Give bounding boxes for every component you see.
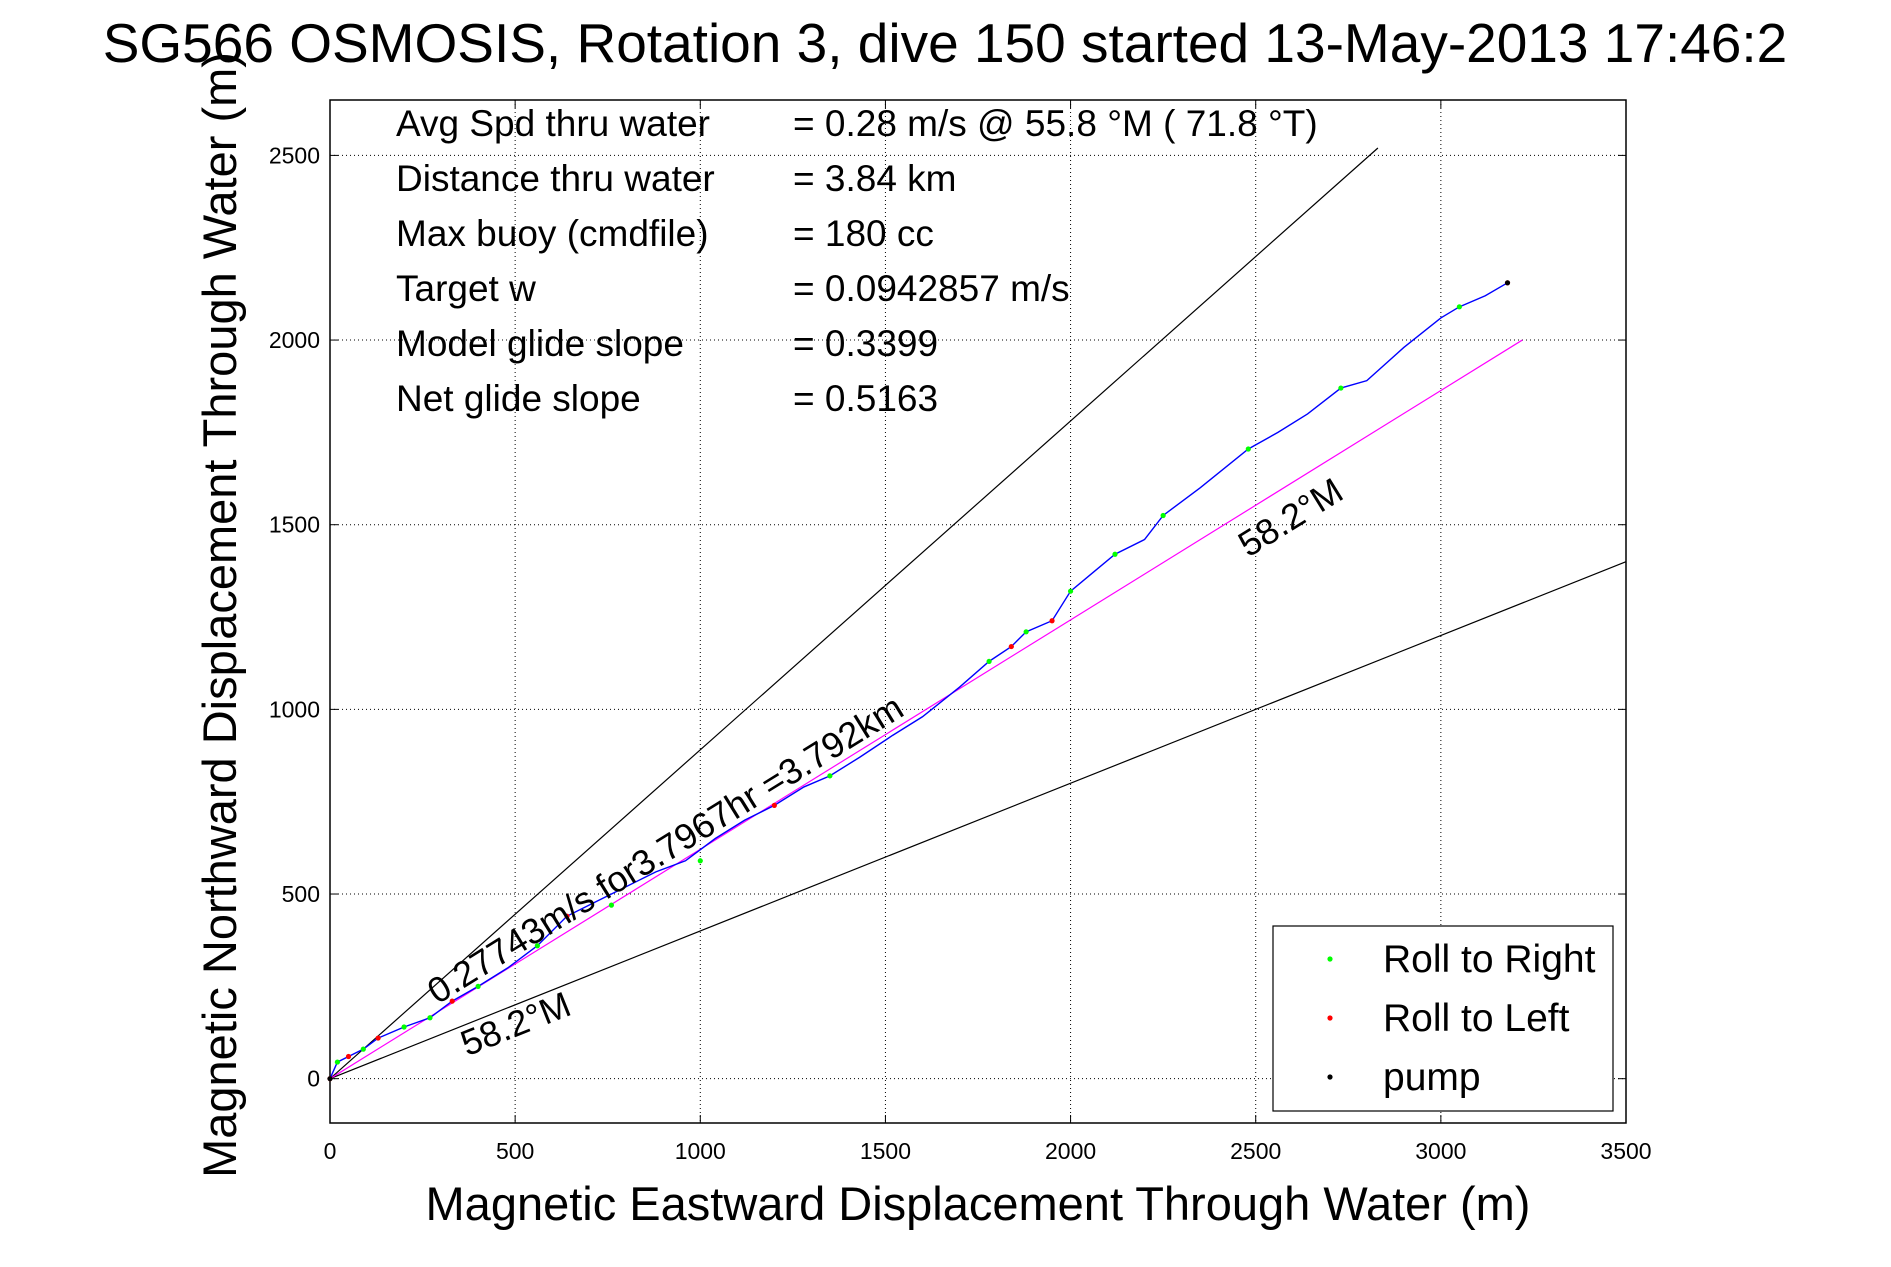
axis-ticks: 0 500 1000 1500 2000 2500 3000 3500 0 500 1000 1500… bbox=[269, 100, 1652, 1164]
lower-bound-line bbox=[329, 561, 1627, 1080]
stats-box: Avg Spd thru water = 0.28 m/s @ 55.8 °M (… bbox=[396, 103, 1318, 419]
stat-label: Max buoy (cmdfile) bbox=[396, 213, 709, 254]
roll-right-point bbox=[1338, 385, 1344, 391]
roll-right-point bbox=[827, 773, 833, 779]
roll-left-point bbox=[771, 802, 777, 808]
x-tick-label: 0 bbox=[324, 1138, 337, 1164]
y-tick-label: 0 bbox=[307, 1066, 320, 1092]
stat-value: = 0.28 m/s @ 55.8 °M ( 71.8 °T) bbox=[793, 103, 1318, 144]
legend-marker bbox=[1327, 956, 1333, 962]
track bbox=[329, 282, 1508, 1079]
x-tick-label: 500 bbox=[496, 1138, 534, 1164]
roll-right-point bbox=[534, 943, 540, 949]
roll-left-point bbox=[1049, 618, 1055, 624]
roll-left-point bbox=[449, 998, 455, 1004]
stat-value: = 0.3399 bbox=[793, 323, 938, 364]
y-tick-label: 2000 bbox=[269, 327, 320, 353]
roll-points bbox=[327, 280, 1511, 1082]
pump-point bbox=[1504, 280, 1511, 286]
annotations: 0.27743m/s for3.7967hr =3.792km58.2°M58.… bbox=[420, 470, 1350, 1064]
course-line-line bbox=[329, 339, 1523, 1080]
stat-value: = 0.0942857 m/s bbox=[793, 268, 1070, 309]
y-tick-label: 1000 bbox=[269, 696, 320, 722]
legend-label: Roll to Left bbox=[1383, 997, 1570, 1040]
chart-title: SG566 OSMOSIS, Rotation 3, dive 150 star… bbox=[103, 12, 1788, 74]
roll-left-point bbox=[345, 1053, 352, 1060]
stat-label: Net glide slope bbox=[396, 378, 641, 419]
x-tick-label: 3500 bbox=[1600, 1138, 1651, 1164]
stat-label: Avg Spd thru water bbox=[396, 103, 710, 144]
x-tick-label: 3000 bbox=[1415, 1138, 1466, 1164]
x-axis-label: Magnetic Eastward Displacement Through W… bbox=[426, 1177, 1531, 1230]
roll-right-point bbox=[1112, 551, 1118, 557]
annotation-label: 0.27743m/s for3.7967hr =3.792km bbox=[420, 686, 910, 1011]
reference-lines bbox=[329, 147, 1627, 1080]
stat-label: Distance thru water bbox=[396, 158, 715, 199]
track-line bbox=[329, 282, 1508, 1079]
roll-right-point bbox=[401, 1024, 407, 1030]
roll-right-point bbox=[697, 858, 703, 864]
stat-value: = 3.84 km bbox=[793, 158, 957, 199]
roll-right-point bbox=[475, 983, 481, 989]
legend-label: pump bbox=[1383, 1056, 1481, 1099]
roll-right-point bbox=[427, 1015, 433, 1021]
legend: Roll to Right Roll to Left pump bbox=[1272, 925, 1614, 1112]
roll-left-point bbox=[1008, 643, 1014, 650]
y-axis-label: Magnetic Northward Displacement Through … bbox=[193, 52, 246, 1178]
roll-right-point bbox=[608, 902, 615, 908]
x-tick-label: 2500 bbox=[1230, 1138, 1281, 1164]
roll-right-point bbox=[360, 1046, 366, 1052]
plot-frame bbox=[329, 99, 1627, 1124]
roll-right-point bbox=[334, 1059, 341, 1065]
legend-marker bbox=[1327, 1074, 1333, 1080]
legend-marker bbox=[1327, 1015, 1333, 1021]
y-tick-label: 1500 bbox=[269, 512, 320, 538]
upper-bound-line bbox=[329, 147, 1379, 1080]
y-tick-label: 500 bbox=[282, 881, 320, 907]
legend-label: Roll to Right bbox=[1383, 938, 1596, 981]
roll-right-point bbox=[1160, 512, 1166, 519]
roll-right-point bbox=[1245, 446, 1251, 452]
roll-right-point bbox=[1067, 588, 1074, 594]
stat-value: = 180 cc bbox=[793, 213, 934, 254]
x-tick-label: 1000 bbox=[675, 1138, 726, 1164]
roll-left-point bbox=[375, 1035, 381, 1041]
x-tick-label: 1500 bbox=[860, 1138, 911, 1164]
annotation-label: 58.2°M bbox=[455, 983, 576, 1064]
roll-right-point bbox=[1023, 629, 1029, 635]
roll-right-point bbox=[986, 658, 992, 664]
x-tick-label: 2000 bbox=[1045, 1138, 1096, 1164]
stat-label: Target w bbox=[396, 268, 536, 309]
roll-left-point bbox=[564, 913, 570, 919]
y-tick-label: 2500 bbox=[269, 142, 320, 168]
roll-right-point bbox=[1456, 304, 1462, 310]
stat-label: Model glide slope bbox=[396, 323, 684, 364]
stat-value: = 0.5163 bbox=[793, 378, 938, 419]
